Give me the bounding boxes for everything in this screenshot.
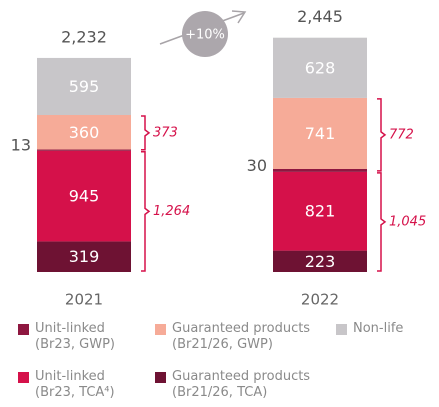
bar-segment [273,37,367,98]
bar-segment [273,97,367,169]
segment-label: 223 [305,252,336,271]
segment-label: 595 [69,77,100,96]
legend-swatch [155,324,166,335]
bar-segment [37,150,131,242]
x-tick-label: 2022 [301,291,339,309]
total-label: 2,232 [61,27,107,46]
tca-bracket [141,151,151,272]
legend-item: Guaranteed products (Br21/26, GWP) [155,321,347,353]
segment-label: 30 [247,156,267,175]
legend-item: Non-life [336,321,439,337]
legend-label: Non-life [353,321,404,336]
gwp-bracket-label: 772 [389,127,414,142]
tca-bracket [377,172,387,272]
segment-label: 319 [69,247,100,266]
legend-item: Guaranteed products (Br21/26, TCA) [155,369,347,401]
segment-label: 945 [69,187,100,206]
legend-swatch [336,324,347,335]
legend-item: Unit-linked (Br23, GWP) [18,321,135,353]
bar-segment [273,168,367,172]
tca-bracket-label: 1,045 [389,214,426,229]
tca-bracket-label: 1,264 [153,204,190,219]
gwp-bracket [377,98,387,172]
segment-label: 360 [69,123,100,142]
segment-label: 821 [305,202,336,221]
legend-label: Unit-linked (Br23, GWP) [35,321,115,352]
total-label: 2,445 [297,7,343,26]
bar-segment [37,149,131,151]
legend-item: Unit-linked (Br23, TCA⁴) [18,369,135,401]
bar-segment [37,241,131,272]
bar-segment [273,171,367,251]
segment-label: 628 [305,58,336,77]
legend-swatch [155,372,166,383]
gwp-bracket-label: 373 [153,125,178,140]
bar-segment [37,57,131,115]
segment-label: 13 [11,136,31,155]
legend-swatch [18,372,29,383]
bar-segment [273,250,367,272]
legend-label: Guaranteed products (Br21/26, TCA) [172,369,311,400]
legend-label: Unit-linked (Br23, TCA⁴) [35,369,115,400]
growth-label: +10% [185,28,225,43]
growth-badge [182,11,228,57]
segment-label: 741 [305,124,336,143]
legend-swatch [18,324,29,335]
x-tick-label: 2021 [65,291,103,309]
gwp-bracket [141,115,151,151]
bar-segment [37,114,131,150]
growth-arrowhead [231,10,247,24]
legend-label: Guaranteed products (Br21/26, GWP) [172,321,311,352]
